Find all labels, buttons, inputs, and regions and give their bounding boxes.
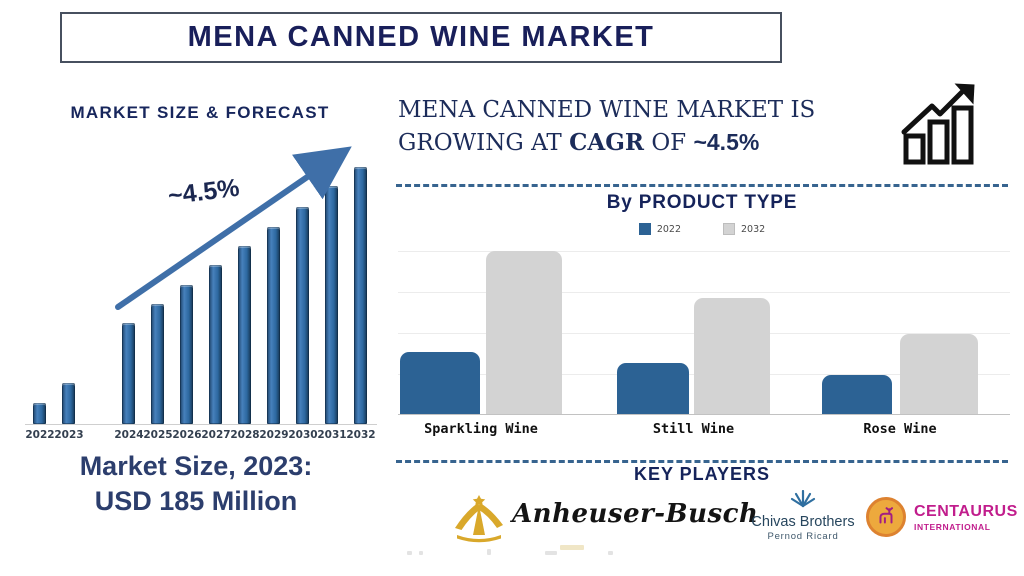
legend-swatch-2032: [723, 223, 735, 235]
centaurus-international-logo: CENTAURUS INTERNATIONAL: [866, 497, 1018, 537]
product-category-label-rose-wine: Rose Wine: [863, 421, 937, 437]
legend-label-2032: 2032: [741, 223, 766, 235]
headline-of-word: OF: [644, 130, 694, 156]
cropped-row-remnant: [487, 549, 491, 555]
forecast-year-label-2029: 2029: [259, 429, 289, 441]
forecast-bar-2023: [62, 383, 75, 424]
forecast-bar-2024: [122, 323, 135, 424]
centaurus-wordmark: CENTAURUS: [914, 502, 1018, 520]
forecast-year-label-2028: 2028: [230, 429, 260, 441]
cropped-row-remnant: [419, 551, 423, 555]
divider-dashed-top: [396, 184, 1008, 187]
forecast-x-axis: [25, 424, 377, 425]
forecast-year-label-2026: 2026: [172, 429, 202, 441]
cropped-row-remnant: [407, 551, 412, 555]
forecast-year-label-2023: 2023: [54, 429, 84, 441]
market-size-line2: USD 185 Million: [94, 486, 298, 517]
forecast-year-label-2030: 2030: [288, 429, 318, 441]
forecast-bar-2029: [267, 227, 280, 424]
product-type-chart: [398, 251, 1010, 415]
forecast-bar-2022: [33, 403, 46, 424]
cropped-row-remnant: [545, 551, 557, 555]
forecast-year-label-2024: 2024: [114, 429, 144, 441]
cagr-headline: MENA CANNED WINE MARKET IS GROWING AT CA…: [398, 94, 878, 159]
product-type-legend: 2022 2032: [396, 223, 1008, 235]
title-banner: MENA CANNED WINE MARKET: [60, 12, 782, 63]
bar-2032-rose-wine: [900, 334, 978, 414]
legend-item-2032: 2032: [723, 223, 765, 235]
product-category-label-still-wine: Still Wine: [652, 421, 735, 437]
divider-dashed-bottom: [396, 460, 1008, 463]
forecast-bar-2027: [209, 265, 222, 424]
forecast-year-label-2027: 2027: [201, 429, 231, 441]
pernod-ricard-label: Pernod Ricard: [767, 531, 839, 542]
forecast-year-label-2025: 2025: [143, 429, 173, 441]
centaurus-emblem-icon: [866, 497, 906, 537]
product-chart-gridline: [398, 292, 1010, 293]
forecast-bar-2028: [238, 246, 251, 424]
bar-2032-sparkling-wine: [486, 251, 562, 414]
chivas-brothers-wordmark: Chivas Brothers: [751, 514, 855, 530]
forecast-bar-2030: [296, 207, 309, 424]
bar-2032-still-wine: [694, 298, 770, 414]
cropped-row-remnant: [560, 545, 584, 550]
legend-label-2022: 2022: [656, 223, 681, 235]
forecast-year-label-2032: 2032: [346, 429, 376, 441]
chivas-brothers-logo: Chivas Brothers Pernod Ricard: [742, 489, 864, 542]
legend-item-2022: 2022: [638, 223, 681, 235]
legend-swatch-2022: [638, 223, 651, 235]
chivas-sunburst-icon: [790, 489, 816, 508]
anheuser-busch-wordmark: Anheuser-Busch: [512, 499, 759, 529]
market-size-line1: Market Size, 2023:: [79, 451, 313, 481]
forecast-year-label-2022: 2022: [25, 429, 55, 441]
forecast-year-label-2031: 2031: [317, 429, 347, 441]
product-chart-baseline: [398, 414, 1010, 415]
growth-chart-icon: [901, 83, 975, 165]
page-title: MENA CANNED WINE MARKET: [187, 21, 655, 53]
market-size-forecast-heading: MARKET SIZE & FORECAST: [70, 103, 330, 122]
anheuser-busch-eagle-icon: [455, 495, 503, 543]
bar-2022-still-wine: [617, 363, 689, 414]
product-category-label-sparkling-wine: Sparkling Wine: [424, 421, 538, 437]
key-players-heading: KEY PLAYERS: [633, 464, 771, 484]
forecast-bar-2026: [180, 285, 193, 424]
bar-2022-rose-wine: [822, 374, 892, 414]
bar-2022-sparkling-wine: [400, 352, 480, 414]
market-size-callout: Market Size, 2023: USD 185 Million: [28, 449, 364, 519]
forecast-bar-2032: [354, 167, 367, 424]
product-chart-gridline: [398, 251, 1010, 252]
centaurus-subtitle: INTERNATIONAL: [914, 521, 991, 532]
forecast-bar-2031: [325, 186, 338, 424]
headline-pct: ~4.5%: [693, 129, 760, 155]
headline-cagr-word: CAGR: [569, 129, 645, 156]
headline-line2-prefix: GROWING AT: [398, 130, 570, 156]
forecast-bar-2025: [151, 304, 164, 424]
headline-line1: MENA CANNED WINE MARKET IS: [398, 97, 816, 123]
cropped-row-remnant: [608, 551, 613, 555]
product-type-heading: By PRODUCT TYPE: [606, 192, 798, 213]
